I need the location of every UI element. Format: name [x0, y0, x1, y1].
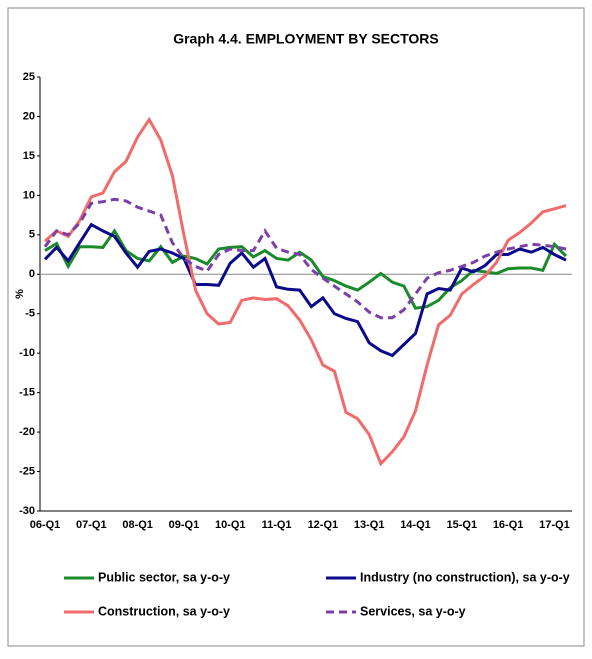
legend-label: Public sector, sa y-o-y — [98, 570, 230, 584]
series-line — [44, 116, 567, 467]
x-tick-label: 12-Q1 — [308, 519, 339, 531]
x-tick-label: 16-Q1 — [493, 519, 524, 531]
y-tick-label: 10 — [23, 189, 35, 201]
chart-title: Graph 4.4. EMPLOYMENT BY SECTORS — [173, 31, 439, 47]
x-tick-label: 09-Q1 — [169, 519, 200, 531]
y-tick-label: -10 — [19, 347, 35, 359]
x-tick-label: 11-Q1 — [262, 519, 292, 531]
x-tick-label: 14-Q1 — [400, 519, 431, 531]
y-tick-label: 15 — [23, 150, 35, 162]
x-tick-label: 07-Q1 — [76, 519, 107, 531]
y-tick-label: -30 — [19, 505, 35, 517]
series-line — [44, 228, 568, 310]
series-line — [43, 222, 567, 358]
y-tick-label: 0 — [29, 268, 35, 280]
y-tick-label: 20 — [23, 110, 35, 122]
y-tick-label: -15 — [19, 387, 35, 399]
x-tick-label: 17-Q1 — [539, 519, 570, 531]
x-tick-label: 10-Q1 — [215, 519, 246, 531]
y-tick-label: -25 — [19, 465, 35, 477]
series-line — [43, 197, 567, 320]
y-axis-label: % — [14, 289, 26, 299]
x-tick-label: 13-Q1 — [354, 519, 385, 531]
x-tick-label: 06-Q1 — [30, 519, 61, 531]
legend-label: Industry (no construction), sa y-o-y — [360, 570, 570, 584]
x-tick-label: 08-Q1 — [122, 519, 153, 531]
y-tick-label: 25 — [23, 71, 35, 83]
chart-border — [7, 7, 585, 647]
x-tick-label: 15-Q1 — [447, 519, 478, 531]
y-tick-label: -5 — [25, 308, 35, 320]
legend-label: Construction, sa y-o-y — [98, 604, 230, 618]
legend-label: Services, sa y-o-y — [360, 604, 466, 618]
y-tick-label: 5 — [29, 229, 35, 241]
y-tick-label: -20 — [19, 426, 35, 438]
